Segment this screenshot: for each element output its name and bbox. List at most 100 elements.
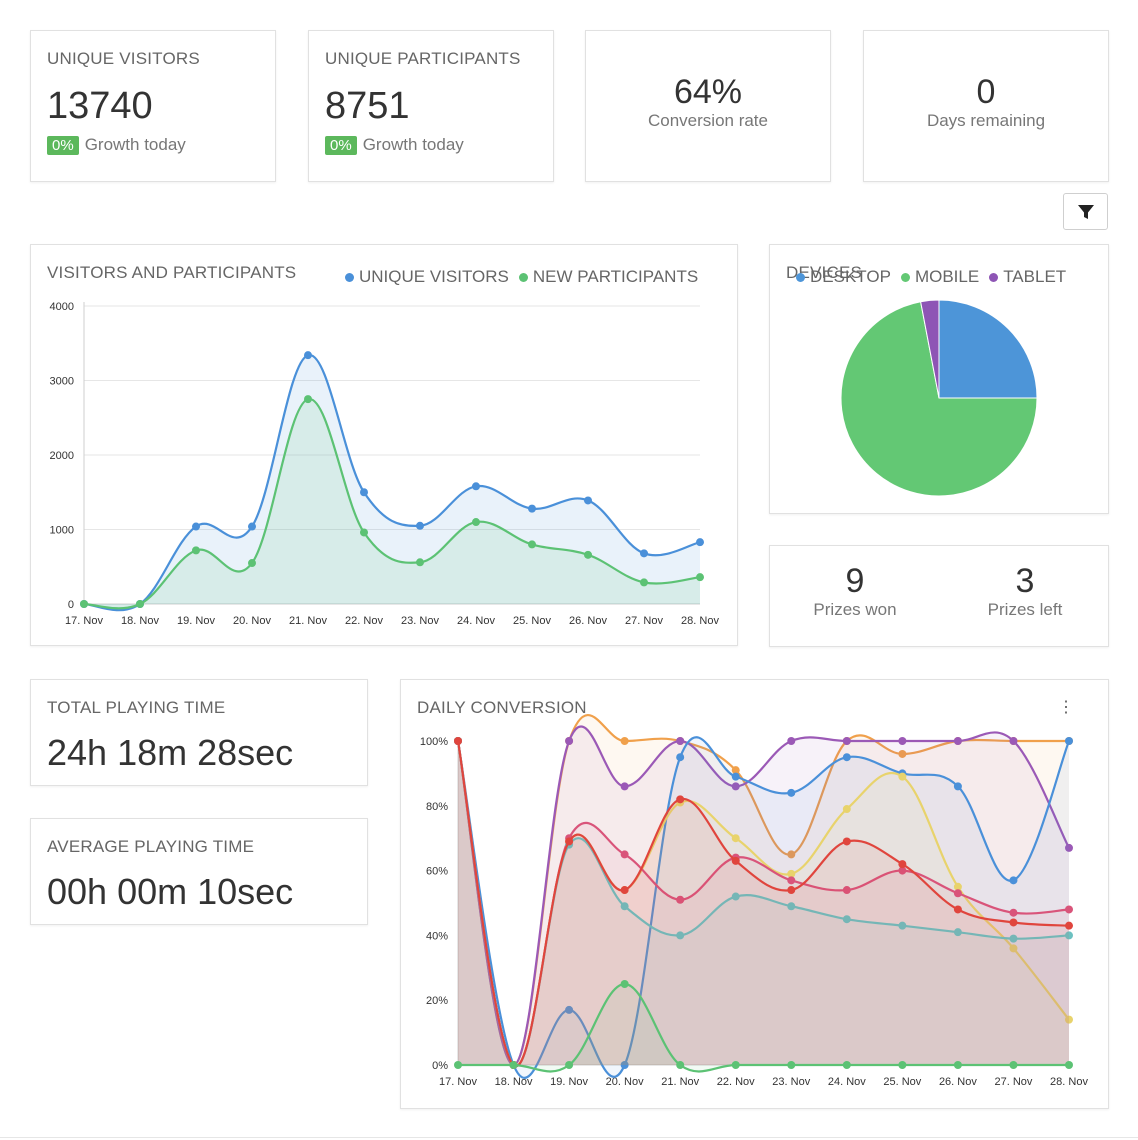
series-point-1-0 <box>80 600 88 608</box>
series-point-2-11 <box>1065 737 1073 745</box>
y-tick-label: 60% <box>426 866 448 878</box>
series-point-0-2 <box>192 522 200 531</box>
series-point-6-9 <box>953 905 962 914</box>
series-point-1-10 <box>640 578 648 587</box>
x-tick-label: 26. Nov <box>939 1076 977 1088</box>
series-point-5-9 <box>953 928 962 937</box>
series-point-6-7 <box>842 837 851 846</box>
x-tick-label: 27. Nov <box>994 1076 1032 1088</box>
series-point-6-0 <box>454 737 462 745</box>
series-point-5-7 <box>842 915 851 924</box>
filter-button[interactable] <box>1063 193 1108 230</box>
x-tick-label: 20. Nov <box>606 1076 644 1088</box>
x-tick-label: 25. Nov <box>883 1076 921 1088</box>
series-point-3-10 <box>1009 944 1018 953</box>
prizes-won-label: Prizes won <box>813 600 897 619</box>
series-point-2-7 <box>842 753 851 762</box>
series-point-1-11 <box>1065 843 1073 852</box>
series-area-1 <box>458 726 1069 1065</box>
legend-unique-visitors[interactable]: UNIQUE VISITORS <box>345 267 509 287</box>
series-point-1-5 <box>360 528 368 537</box>
series-line-2 <box>456 736 1071 1079</box>
series-point-1-9 <box>584 550 592 559</box>
series-area-7 <box>458 984 1069 1072</box>
x-tick-label: 27. Nov <box>625 615 663 627</box>
growth-text: Growth today <box>84 135 186 154</box>
unique-participants-growth: 0% Growth today <box>325 135 464 155</box>
series-point-2-10 <box>1009 876 1018 885</box>
conversion-rate-value: 64% <box>673 73 743 111</box>
series-point-0-6 <box>416 521 424 530</box>
x-tick-label: 19. Nov <box>550 1076 588 1088</box>
y-tick-label: 2000 <box>50 450 74 462</box>
footer-divider <box>0 1137 1138 1138</box>
series-point-2-4 <box>676 753 685 762</box>
legend-mobile[interactable]: MOBILE <box>900 267 979 287</box>
pie-slice-mobile <box>840 301 1038 497</box>
unique-visitors-label: UNIQUE VISITORS <box>47 49 200 68</box>
series-point-7-0 <box>454 1061 462 1069</box>
series-point-2-2 <box>565 1005 574 1014</box>
y-tick-label: 3000 <box>50 376 74 388</box>
series-point-0-8 <box>898 749 907 758</box>
filter-icon <box>1077 204 1094 219</box>
series-point-6-10 <box>1009 918 1018 927</box>
unique-participants-value: 8751 <box>325 85 410 127</box>
series-point-1-8 <box>528 540 536 549</box>
series-point-6-2 <box>565 837 574 846</box>
series-point-1-4 <box>304 395 312 404</box>
days-remaining-label: Days remaining <box>926 111 1046 130</box>
prizes-won-value: 9 <box>845 562 865 600</box>
y-tick-label: 1000 <box>50 525 74 537</box>
series-point-0-4 <box>304 351 312 360</box>
y-tick-label: 100% <box>420 736 448 748</box>
average-playing-time-card: AVERAGE PLAYING TIME 00h 00m 10sec <box>30 818 368 925</box>
series-point-7-1 <box>509 1061 518 1069</box>
series-point-0-6 <box>787 850 796 859</box>
series-point-0-3 <box>620 737 629 745</box>
series-point-4-4 <box>676 895 685 904</box>
series-point-4-6 <box>787 876 796 885</box>
conversion-rate-card: 64% Conversion rate <box>585 30 831 182</box>
legend-desktop[interactable]: DESKTOP <box>796 267 891 287</box>
series-point-6-5 <box>731 856 740 865</box>
series-point-2-6 <box>787 788 796 797</box>
x-tick-label: 22. Nov <box>345 615 383 627</box>
y-tick-label: 40% <box>426 930 448 942</box>
series-point-7-8 <box>898 1061 907 1069</box>
series-point-6-4 <box>676 795 685 804</box>
prizes-left-stat: 3 Prizes left <box>940 564 1110 620</box>
total-playing-time-value: 24h 18m 28sec <box>47 732 294 773</box>
series-area-0 <box>458 715 1069 1065</box>
x-tick-label: 21. Nov <box>661 1076 699 1088</box>
series-point-2-3 <box>620 1061 629 1069</box>
series-point-7-7 <box>842 1061 851 1069</box>
conversion-rate-label: Conversion rate <box>647 111 768 130</box>
legend-new-participants[interactable]: NEW PARTICIPANTS <box>518 267 698 287</box>
series-point-2-5 <box>731 772 740 781</box>
series-point-3-8 <box>898 772 907 781</box>
days-remaining-stat: 0 Days remaining <box>864 75 1108 131</box>
series-area-3 <box>458 741 1069 1067</box>
y-tick-label: 0 <box>68 599 74 611</box>
x-tick-label: 23. Nov <box>401 615 439 627</box>
x-tick-label: 18. Nov <box>121 615 159 627</box>
average-playing-time-value: 00h 00m 10sec <box>47 871 294 912</box>
series-point-5-6 <box>787 902 796 911</box>
series-point-1-3 <box>248 559 256 568</box>
series-point-0-10 <box>640 549 648 558</box>
visitors-chart-title: VISITORS AND PARTICIPANTS <box>47 263 297 282</box>
series-point-0-3 <box>248 522 256 531</box>
legend-tablet[interactable]: TABLET <box>989 267 1066 287</box>
series-point-6-11 <box>1065 921 1073 930</box>
series-point-0-8 <box>528 504 536 513</box>
series-point-5-11 <box>1065 931 1073 940</box>
more-options-icon[interactable]: ⋮ <box>1058 699 1074 716</box>
x-tick-label: 24. Nov <box>457 615 495 627</box>
series-point-4-7 <box>842 886 851 895</box>
series-point-5-4 <box>676 931 685 940</box>
x-tick-label: 17. Nov <box>65 615 103 627</box>
pie-slice-tablet <box>920 299 940 399</box>
visitors-chart-legend: UNIQUE VISITORS NEW PARTICIPANTS <box>345 267 698 287</box>
x-tick-label: 28. Nov <box>681 615 719 627</box>
